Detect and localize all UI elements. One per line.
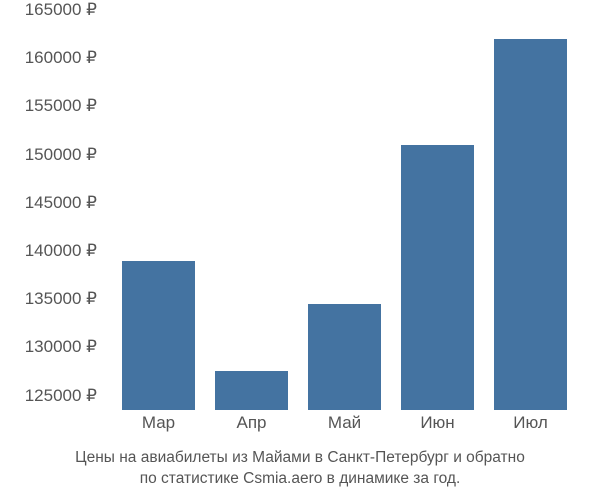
bar-chart (112, 10, 587, 410)
y-tick-label: 160000 ₽ (25, 48, 97, 68)
bar (122, 261, 195, 410)
y-tick-label: 130000 ₽ (25, 337, 97, 357)
caption-line-2: по статистике Csmia.aero в динамике за г… (0, 469, 600, 490)
bar (494, 39, 567, 410)
bar (401, 145, 474, 410)
y-tick-label: 150000 ₽ (25, 145, 97, 165)
y-tick-label: 140000 ₽ (25, 241, 97, 261)
y-tick-label: 135000 ₽ (25, 289, 97, 309)
bar (308, 304, 381, 410)
x-tick-label: Май (328, 413, 361, 433)
x-tick-label: Мар (142, 413, 175, 433)
caption-line-1: Цены на авиабилеты из Майами в Санкт-Пет… (0, 448, 600, 469)
plot-area (112, 10, 577, 410)
chart-caption: Цены на авиабилеты из Майами в Санкт-Пет… (0, 448, 600, 490)
y-tick-label: 125000 ₽ (25, 386, 97, 406)
y-tick-label: 155000 ₽ (25, 96, 97, 116)
x-tick-label: Апр (237, 413, 267, 433)
bar (215, 371, 288, 410)
y-axis: 125000 ₽ 130000 ₽ 135000 ₽ 140000 ₽ 145000 ₽… (0, 10, 105, 410)
y-tick-label: 145000 ₽ (25, 193, 97, 213)
y-tick-label: 165000 ₽ (25, 0, 97, 20)
x-tick-label: Июн (420, 413, 454, 433)
x-tick-label: Июл (513, 413, 548, 433)
